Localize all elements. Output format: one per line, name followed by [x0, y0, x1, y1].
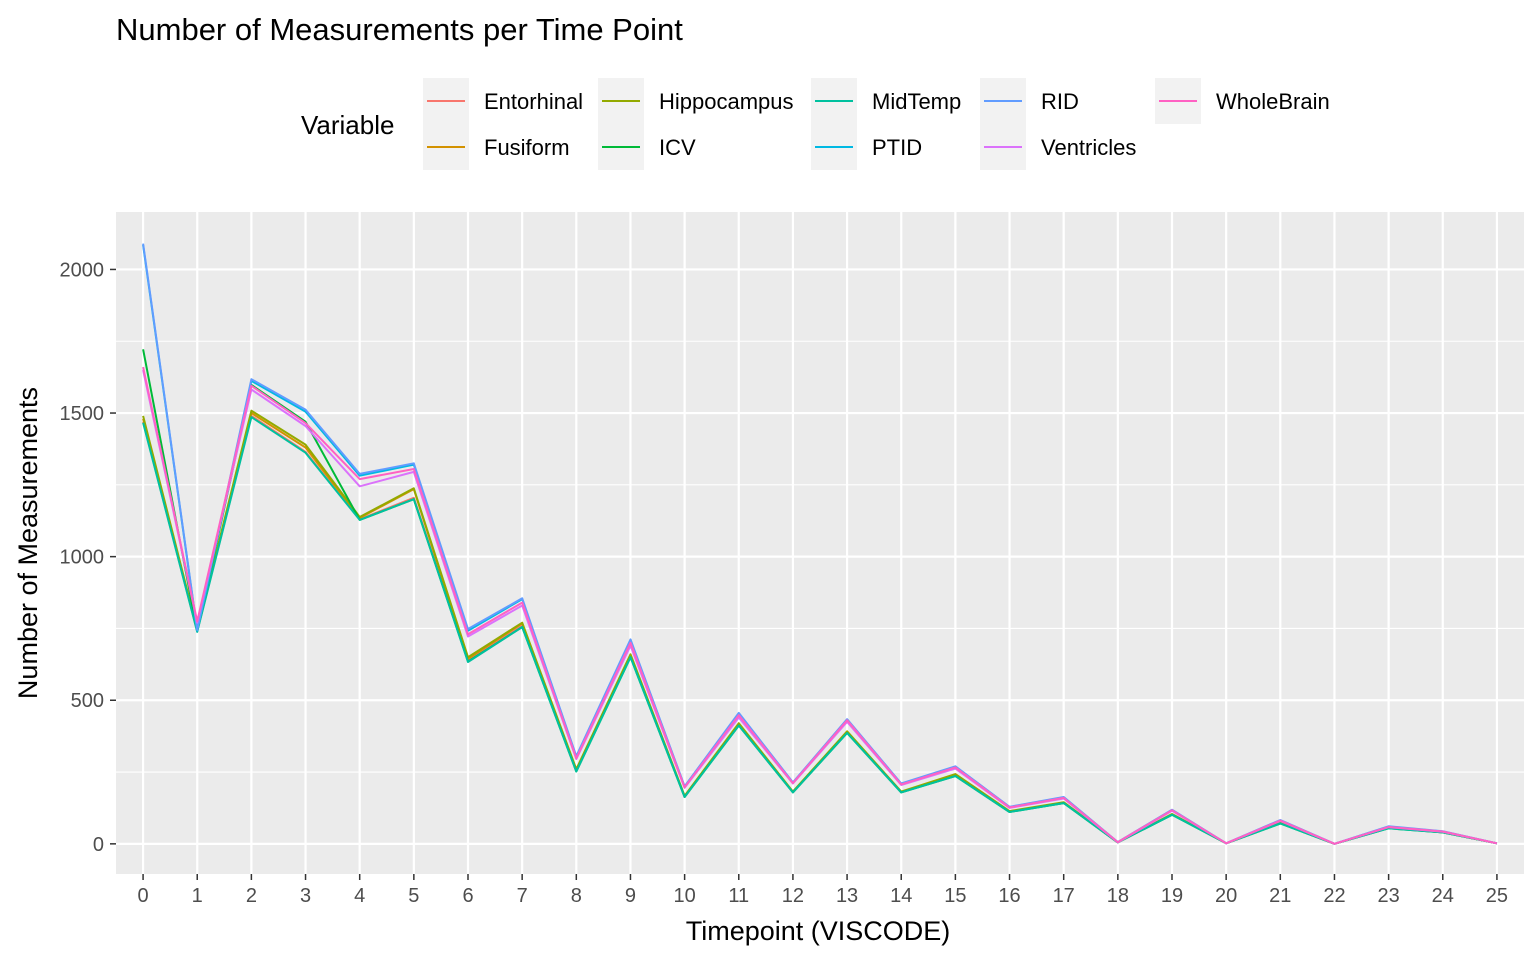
x-tick-label: 5 — [408, 885, 419, 907]
plot-panel — [116, 212, 1524, 874]
legend-label-midtemp: MidTemp — [872, 89, 961, 114]
chart-title: Number of Measurements per Time Point — [116, 12, 683, 47]
x-tick-label: 25 — [1486, 885, 1508, 907]
y-axis-title: Number of Measurements — [13, 387, 43, 699]
legend-label-hippocampus: Hippocampus — [659, 89, 794, 114]
x-tick-label: 9 — [625, 885, 636, 907]
x-tick-label: 3 — [300, 885, 311, 907]
x-tick-label: 21 — [1269, 885, 1291, 907]
x-tick-label: 13 — [836, 885, 858, 907]
y-tick-label: 0 — [93, 834, 104, 856]
y-tick-label: 1000 — [60, 547, 105, 569]
y-tick-label: 1500 — [60, 403, 105, 425]
x-tick-label: 4 — [354, 885, 365, 907]
legend-label-fusiform: Fusiform — [484, 135, 570, 160]
x-tick-label: 0 — [138, 885, 149, 907]
x-tick-label: 2 — [246, 885, 257, 907]
y-axis: 0 500 1000 1500 2000 — [60, 259, 116, 856]
gridlines — [116, 212, 1524, 874]
x-axis-title: Timepoint (VISCODE) — [686, 916, 951, 946]
series-lines — [142, 243, 1498, 845]
x-tick-label: 14 — [890, 885, 912, 907]
legend-label-wholebrain: WholeBrain — [1216, 89, 1330, 114]
y-tick-label: 500 — [71, 690, 104, 712]
legend-label-ventricles: Ventricles — [1041, 135, 1136, 160]
x-tick-label: 11 — [728, 885, 749, 907]
x-tick-label: 8 — [571, 885, 582, 907]
x-axis: 0 1 2 3 4 5 6 7 8 9 10 11 12 13 14 15 16 17 18 19 20 21 22 23 24… — [138, 874, 1508, 907]
x-tick-label: 22 — [1323, 885, 1345, 907]
x-tick-label: 19 — [1161, 885, 1183, 907]
x-tick-label: 24 — [1432, 885, 1454, 907]
x-tick-label: 15 — [944, 885, 966, 907]
legend-label-icv: ICV — [659, 135, 696, 160]
series-line-wholebrain — [142, 366, 1498, 845]
x-tick-label: 7 — [517, 885, 528, 907]
series-line-midtemp — [142, 416, 1498, 845]
y-tick-label: 2000 — [60, 259, 105, 281]
x-tick-label: 6 — [462, 885, 473, 907]
legend-label-ptid: PTID — [872, 135, 922, 160]
x-tick-label: 12 — [782, 885, 804, 907]
legend-label-rid: RID — [1041, 89, 1079, 114]
x-tick-label: 20 — [1215, 885, 1237, 907]
legend: Variable Entorhinal Fusiform Hippocampus IC… — [301, 78, 1330, 170]
x-tick-label: 23 — [1377, 885, 1399, 907]
x-tick-label: 10 — [673, 885, 695, 907]
x-tick-label: 18 — [1107, 885, 1129, 907]
x-tick-label: 17 — [1053, 885, 1075, 907]
x-tick-label: 1 — [192, 885, 203, 907]
legend-label-entorhinal: Entorhinal — [484, 89, 583, 114]
x-tick-label: 16 — [998, 885, 1020, 907]
legend-title: Variable — [301, 110, 394, 140]
